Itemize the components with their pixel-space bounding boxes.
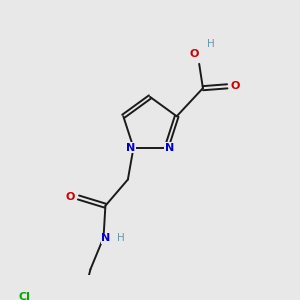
Text: H: H bbox=[206, 39, 214, 50]
Text: H: H bbox=[116, 233, 124, 243]
Text: O: O bbox=[65, 193, 75, 202]
Text: N: N bbox=[126, 143, 135, 153]
Text: O: O bbox=[231, 81, 240, 91]
Text: Cl: Cl bbox=[18, 292, 30, 300]
Text: N: N bbox=[101, 233, 110, 243]
Text: O: O bbox=[190, 50, 200, 59]
Text: N: N bbox=[165, 143, 174, 153]
